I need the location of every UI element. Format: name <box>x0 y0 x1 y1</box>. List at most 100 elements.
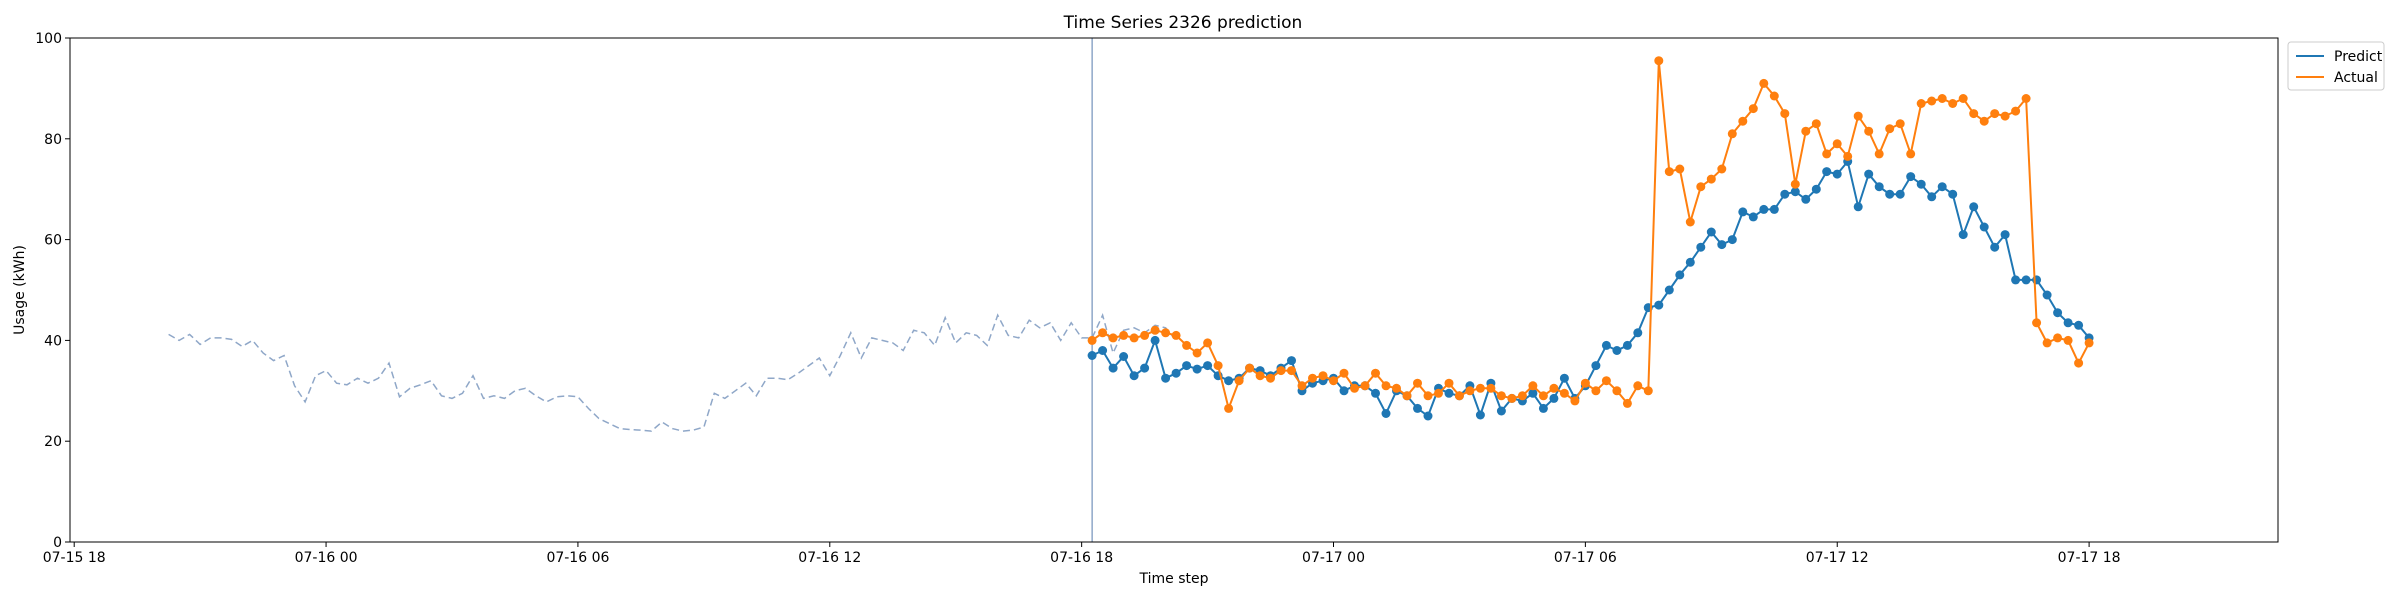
predict-point <box>1192 364 1202 374</box>
actual-point <box>1937 94 1947 103</box>
predict-point <box>1413 403 1422 413</box>
predict-point <box>1706 227 1716 237</box>
predict-point <box>1496 406 1506 416</box>
legend: Predict Actual <box>2287 41 2385 91</box>
actual-point <box>1087 335 1097 345</box>
predict-point <box>1969 202 1979 212</box>
predict-point <box>1339 386 1349 396</box>
actual-point <box>1371 368 1380 378</box>
predict-point <box>1685 257 1695 267</box>
actual-point <box>2011 106 2021 116</box>
actual-point <box>1129 333 1139 343</box>
predict-point <box>1528 388 1538 398</box>
predict-point <box>1475 410 1485 420</box>
actual-point <box>1748 104 1758 114</box>
predict-point <box>1119 352 1129 361</box>
predict-point <box>1591 361 1601 371</box>
actual-point <box>1990 109 2000 119</box>
predict-point <box>1832 169 1842 179</box>
actual-point <box>1297 381 1307 391</box>
actual-point <box>1769 91 1779 101</box>
actual-point <box>1276 366 1286 376</box>
actual-point <box>1150 325 1160 335</box>
actual-point <box>2042 338 2052 348</box>
predict-point <box>1161 373 1171 383</box>
actual-point <box>1832 139 1842 149</box>
y-tick-label: 80 <box>44 132 62 148</box>
actual-point <box>1633 381 1643 391</box>
x-tick-label: 07-17 00 <box>1302 550 1365 566</box>
actual-point <box>1664 167 1674 177</box>
predict-point <box>1759 204 1769 214</box>
actual-point <box>1454 391 1464 401</box>
actual-point <box>1444 378 1454 388</box>
actual-point <box>1350 383 1359 393</box>
actual-point <box>1685 217 1695 227</box>
y-axis: 0 20 40 60 80 100 <box>35 31 70 551</box>
predict-point <box>1853 202 1863 212</box>
legend-predict-label: Predict <box>2334 49 2383 65</box>
actual-point <box>1979 116 1989 126</box>
actual-point <box>1308 373 1317 383</box>
actual-point <box>1864 126 1874 136</box>
predict-point <box>1916 179 1926 189</box>
predict-point <box>1633 328 1643 338</box>
actual-point <box>1738 116 1748 126</box>
predict-point <box>1559 373 1569 383</box>
x-tick-label: 07-16 12 <box>798 550 861 566</box>
predict-point <box>1140 363 1150 373</box>
actual-point <box>1339 368 1349 378</box>
predict-point <box>1696 242 1706 252</box>
predict-point <box>1549 393 1559 403</box>
x-axis: 07-15 18 07-16 00 07-16 06 07-16 12 07-16 18… <box>43 542 2121 566</box>
y-tick-label: 60 <box>44 233 62 249</box>
actual-point <box>1906 149 1916 159</box>
actual-point <box>1916 99 1926 108</box>
x-tick-label: 07-17 18 <box>2058 550 2121 566</box>
predict-point <box>1895 189 1905 199</box>
predict-point <box>1769 204 1779 214</box>
actual-point <box>2032 318 2042 328</box>
actual-point <box>1822 149 1832 159</box>
actual-point <box>1287 366 1296 376</box>
predict-point <box>1727 235 1737 245</box>
actual-point <box>1969 109 1979 119</box>
actual-point <box>1507 393 1517 403</box>
actual-point <box>1580 378 1590 388</box>
actual-point <box>1245 363 1255 373</box>
actual-point <box>1958 94 1968 103</box>
actual-point <box>1622 398 1632 408</box>
actual-point <box>1161 328 1171 338</box>
predict-point <box>1780 189 1790 199</box>
actual-point <box>1895 119 1905 129</box>
actual-point <box>1496 391 1506 401</box>
predict-point <box>1654 300 1664 310</box>
actual-point <box>1434 388 1443 398</box>
predict-point <box>2000 230 2010 240</box>
predict-point <box>1224 376 1234 386</box>
actual-point <box>1853 111 1863 121</box>
predict-point <box>1675 270 1685 280</box>
predict-point <box>1371 388 1380 398</box>
predict-point <box>1822 167 1832 177</box>
predict-point <box>1287 356 1296 366</box>
predict-point <box>1738 207 1748 217</box>
actual-point <box>1643 386 1653 396</box>
actual-point <box>1570 396 1580 406</box>
predict-point <box>1717 240 1727 250</box>
x-tick-label: 07-16 18 <box>1050 550 1113 566</box>
predict-point <box>1108 363 1118 373</box>
predict-point <box>2074 320 2084 330</box>
x-tick-label: 07-17 12 <box>1806 550 1869 566</box>
actual-point <box>1098 328 1108 338</box>
predict-point <box>1150 335 1160 345</box>
x-tick-label: 07-16 06 <box>546 550 609 566</box>
actual-point <box>1675 164 1685 174</box>
actual-point <box>1706 174 1716 184</box>
actual-point <box>1182 340 1192 350</box>
y-tick-label: 20 <box>44 434 62 450</box>
actual-point <box>2084 338 2094 348</box>
predict-point <box>1087 351 1097 360</box>
actual-point <box>1381 381 1391 391</box>
